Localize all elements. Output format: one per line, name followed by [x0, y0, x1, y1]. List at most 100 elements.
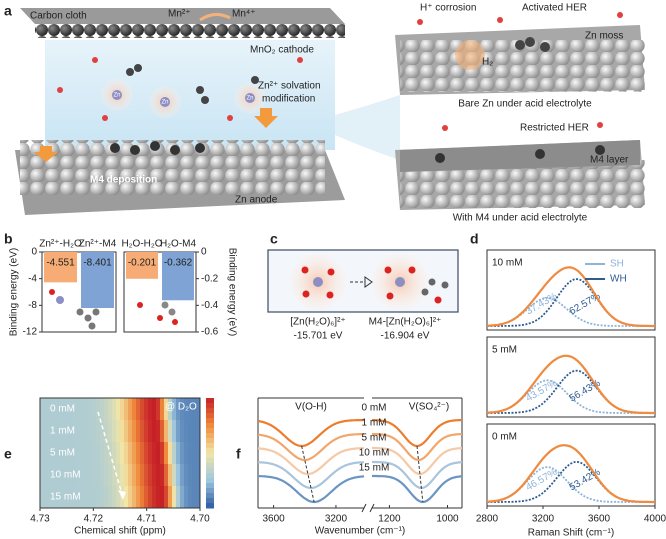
heatmap-cell	[48, 420, 53, 443]
heatmap-cell	[48, 442, 53, 465]
heatmap-cell	[152, 464, 157, 487]
row-label: 15 mM	[50, 492, 81, 503]
heatmap-cell	[168, 442, 173, 465]
heatmap-cell	[60, 420, 65, 443]
legend-label: WH	[610, 274, 627, 285]
heatmap-cell	[92, 442, 97, 465]
heatmap-cell	[84, 486, 89, 509]
spectrum	[257, 418, 365, 448]
heatmap-cell	[168, 464, 173, 487]
heatmap-cell	[144, 486, 149, 509]
heatmap-cell	[128, 486, 133, 509]
colorbar-step	[206, 448, 214, 454]
heatmap-cell	[56, 464, 61, 487]
heatmap-cell	[176, 486, 181, 509]
heatmap-cell	[160, 486, 165, 509]
ion-label: Zn	[246, 96, 253, 102]
colorbar-step	[206, 428, 214, 434]
heatmap-cell	[96, 420, 101, 443]
heatmap-cell	[40, 442, 45, 465]
y-axis-label: Binding energy (eV)	[9, 248, 20, 336]
heatmap-cell	[108, 464, 113, 487]
x-axis-label: Chemical shift (ppm)	[74, 526, 166, 537]
heatmap-cell	[68, 398, 73, 421]
y-tick-label: -0.6	[201, 327, 219, 338]
colorbar-step	[206, 408, 214, 414]
label: [Zn(H₂O)₆]²⁺	[290, 317, 345, 328]
heatmap-cell	[44, 486, 49, 509]
heatmap-cell	[108, 486, 113, 509]
heatmap-cell	[172, 420, 177, 443]
bar	[162, 252, 194, 301]
colorbar-step	[206, 458, 214, 464]
heatmap-cell	[60, 398, 65, 421]
spectrum	[372, 474, 463, 504]
panel-category: 5 mM	[492, 345, 517, 356]
heatmap-cell	[76, 464, 81, 487]
label: Mn⁴⁺	[232, 9, 255, 20]
heatmap-cell	[80, 442, 85, 465]
y-tick-label: 0	[31, 247, 37, 258]
heatmap-cell	[152, 420, 157, 443]
heatmap-cell	[104, 464, 109, 487]
envelope-curve	[486, 444, 655, 504]
heatmap-cell	[180, 442, 185, 465]
heatmap-cell	[100, 486, 105, 509]
heatmap-cell	[112, 486, 117, 509]
heatmap-cell	[48, 464, 53, 487]
heatmap-cell	[96, 486, 101, 509]
y-tick-label: -8	[28, 300, 37, 311]
colorbar-step	[206, 413, 214, 419]
label: Restricted HER	[520, 123, 589, 134]
schematic-a	[15, 8, 645, 215]
axis-break	[361, 503, 375, 513]
spectrum	[257, 461, 365, 490]
heatmap-cell	[40, 398, 45, 421]
shift-guide	[416, 445, 424, 503]
heatmap-cell	[196, 442, 201, 465]
heatmap-cell	[156, 486, 161, 509]
value-label: 62.57%	[568, 291, 603, 318]
heatmap-cell	[144, 464, 149, 487]
label: Carbon cloth	[30, 11, 87, 22]
heatmap-cell	[132, 464, 137, 487]
value-label: -8.401	[83, 258, 112, 269]
label: MnO₂ cathode	[250, 45, 314, 56]
panel-label: e	[4, 446, 12, 462]
label: modification	[262, 94, 315, 105]
heatmap-cell	[148, 486, 153, 509]
heatmap-cell	[120, 442, 125, 465]
heatmap-cell	[172, 464, 177, 487]
label: M4 deposition	[90, 175, 157, 186]
heatmap-cell	[100, 464, 105, 487]
heatmap-cell	[108, 398, 113, 421]
ion-label: Zn	[113, 93, 120, 99]
heatmap-cell	[176, 420, 181, 443]
panel-label: d	[470, 231, 479, 247]
heatmap-cell	[164, 442, 169, 465]
row-label: 1 mM	[50, 426, 75, 437]
label: H⁺ corrosion	[420, 3, 476, 14]
heatmap-cell	[124, 420, 129, 443]
y-tick-label: 0	[201, 247, 207, 258]
colorbar-step	[206, 433, 214, 439]
heatmap-cell	[64, 486, 69, 509]
panel-label: f	[236, 446, 241, 462]
colorbar-step	[206, 483, 214, 489]
heatmap-cell	[56, 420, 61, 443]
heatmap-cell	[48, 398, 53, 421]
heatmap-cell	[156, 420, 161, 443]
heatmap-cell	[64, 442, 69, 465]
caption: With M4 under acid electrolyte	[453, 213, 588, 224]
heatmap-cell	[180, 464, 185, 487]
panel-label: b	[4, 231, 13, 247]
heatmap-cell	[40, 486, 45, 509]
colorbar-step	[206, 418, 214, 424]
heatmap-cell	[184, 464, 189, 487]
heatmap-cell	[72, 420, 77, 443]
heatmap-cell	[148, 420, 153, 443]
heatmap-cell	[92, 398, 97, 421]
heatmap-cell	[88, 398, 93, 421]
colorbar-step	[206, 498, 214, 504]
heatmap-cell	[164, 486, 169, 509]
